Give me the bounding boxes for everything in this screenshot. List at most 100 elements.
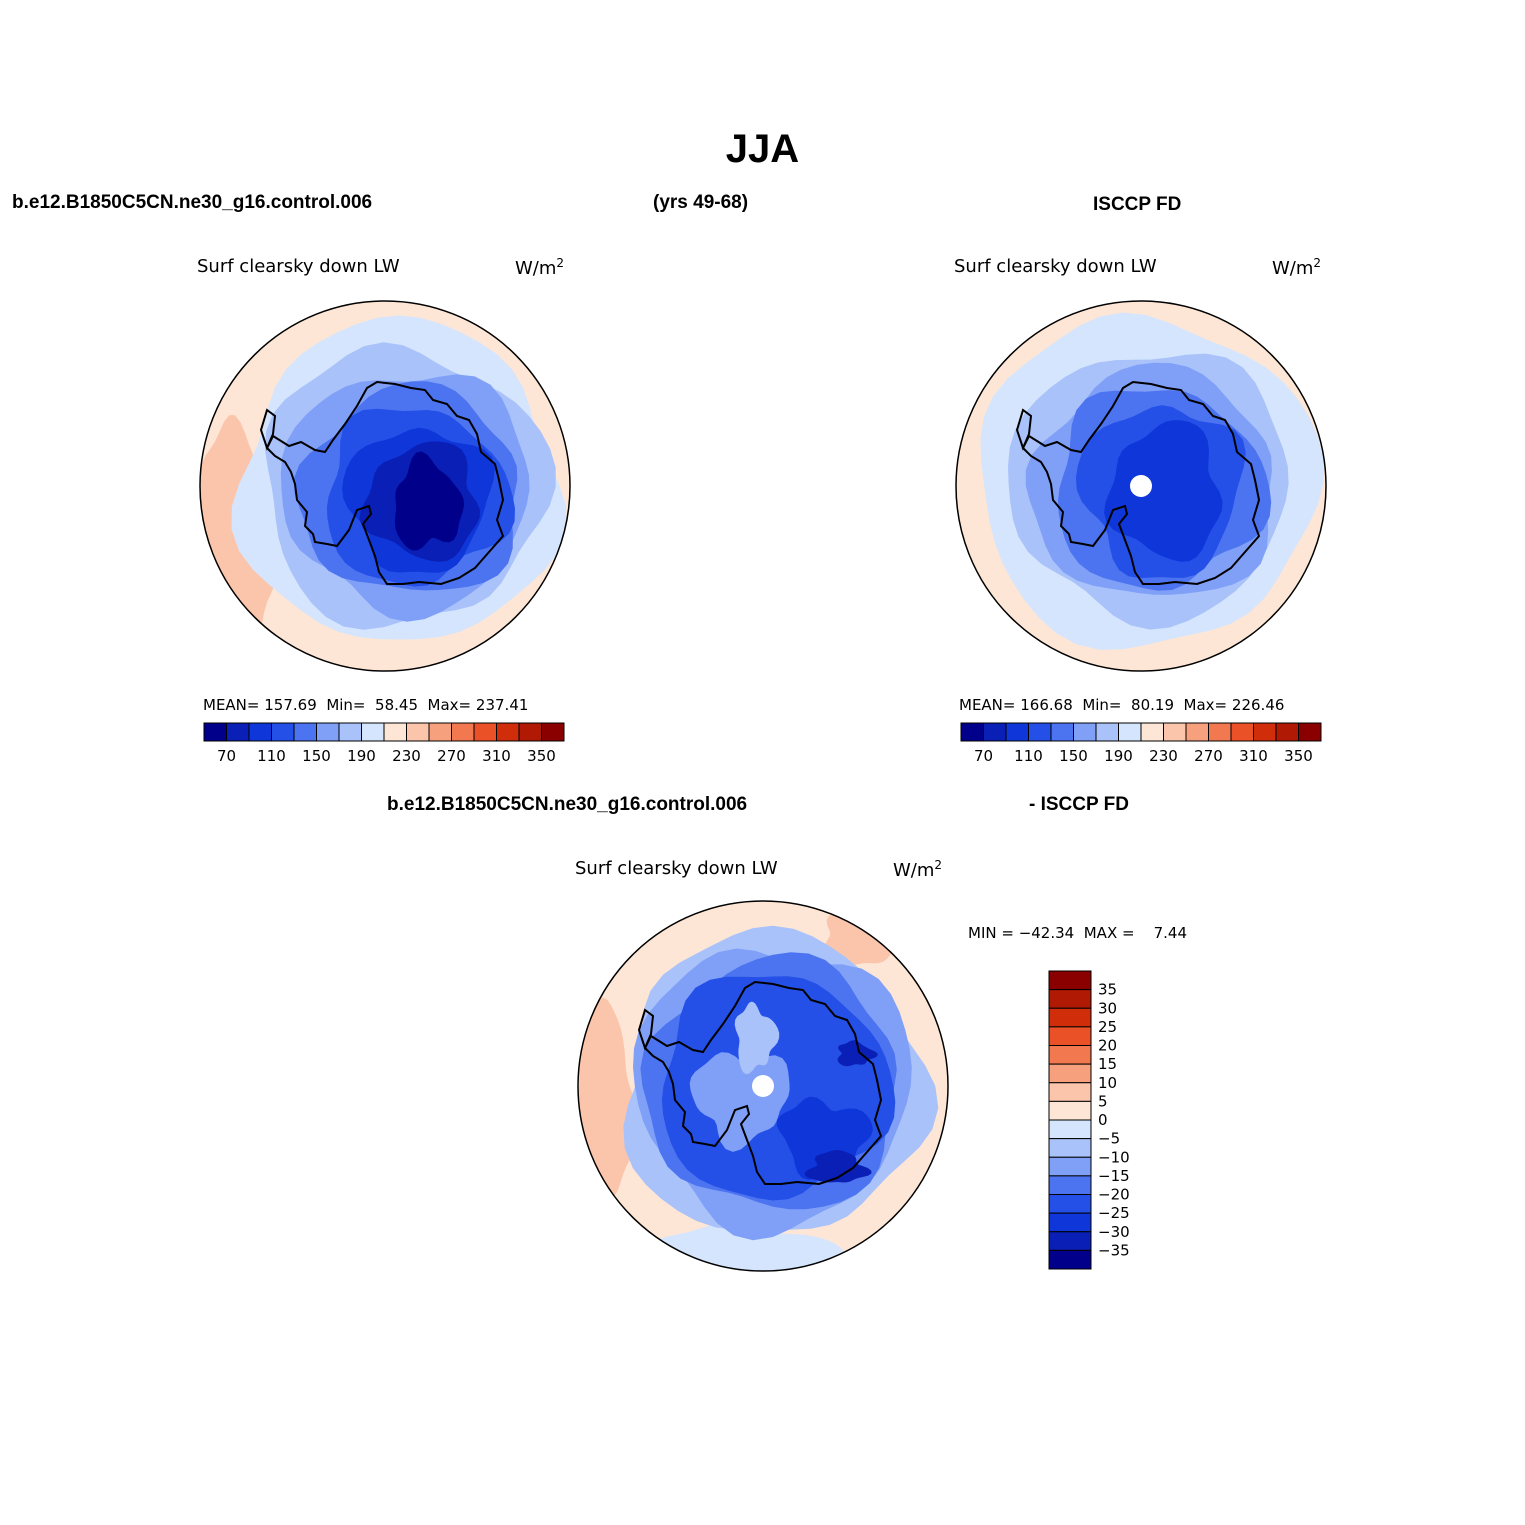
colorbar-tick-label: 190 bbox=[1104, 747, 1133, 765]
panel-diff-units: W/m2 bbox=[893, 858, 942, 881]
colorbar-tick-label: −15 bbox=[1098, 1167, 1130, 1185]
max-value: 226.46 bbox=[1231, 696, 1285, 714]
peninsula-coastline bbox=[259, 408, 277, 451]
colorbar-swatch bbox=[496, 722, 520, 742]
colorbar-swatch bbox=[473, 722, 497, 742]
colorbar-swatch bbox=[1163, 722, 1187, 742]
colorbar-tick-label: 110 bbox=[257, 747, 286, 765]
colorbar-obs: 70 110 150 190 230 270 310 350 bbox=[960, 722, 1322, 765]
colorbar-swatch bbox=[1275, 722, 1299, 742]
field-contour-level-1 bbox=[652, 1223, 844, 1271]
colorbar-tick-label: 5 bbox=[1098, 1092, 1108, 1110]
panel-model-variable: Surf clearsky down LW bbox=[197, 256, 400, 277]
colorbar-swatch bbox=[1048, 1138, 1092, 1158]
min-value: 80.19 bbox=[1131, 696, 1174, 714]
colorbar-swatch bbox=[203, 722, 227, 742]
colorbar-swatch bbox=[428, 722, 452, 742]
years-label: (yrs 49-68) bbox=[653, 192, 749, 213]
colorbar-tick-label: 270 bbox=[1194, 747, 1223, 765]
colorbar-swatch bbox=[1048, 989, 1092, 1009]
colorbar-tick-label: 110 bbox=[1014, 747, 1043, 765]
panel-model-stats: MEAN= 157.69 Min= 58.45 Max= 237.41 bbox=[203, 696, 528, 714]
panel-obs-variable: Surf clearsky down LW bbox=[954, 256, 1157, 277]
colorbar-tick-label: 30 bbox=[1098, 999, 1117, 1017]
colorbar-swatch bbox=[271, 722, 295, 742]
colorbar-swatch bbox=[1048, 1045, 1092, 1065]
field-contour-light bbox=[734, 1001, 780, 1075]
colorbar-swatch bbox=[1140, 722, 1164, 742]
colorbar-tick-label: 150 bbox=[302, 747, 331, 765]
colorbar-swatch bbox=[316, 722, 340, 742]
antarctica-coastline bbox=[265, 380, 505, 586]
max-value: 237.41 bbox=[475, 696, 529, 714]
colorbar-swatch bbox=[1118, 722, 1142, 742]
colorbar-swatch bbox=[1048, 1194, 1092, 1214]
colorbar-swatch bbox=[518, 722, 542, 742]
colorbar-model: 70 110 150 190 230 270 310 350 bbox=[203, 722, 565, 765]
units-sup: 2 bbox=[556, 256, 565, 270]
colorbar-swatch bbox=[1048, 1082, 1092, 1102]
colorbar-tick-label: −10 bbox=[1098, 1148, 1130, 1166]
panel-diff-variable: Surf clearsky down LW bbox=[575, 858, 778, 879]
units-text: W/m bbox=[515, 258, 557, 279]
peninsula-coastline bbox=[1015, 408, 1033, 451]
colorbar-tick-label: 0 bbox=[1098, 1111, 1108, 1129]
min-value: 58.45 bbox=[375, 696, 418, 714]
colorbar-tick-label: 70 bbox=[974, 747, 993, 765]
map-diff bbox=[577, 900, 949, 1272]
field-contour-level-6 bbox=[1104, 420, 1223, 562]
colorbar-swatch bbox=[1048, 1007, 1092, 1028]
colorbar-tick-label: 230 bbox=[392, 747, 421, 765]
map-boundary-circle bbox=[199, 300, 571, 672]
colorbar-tick-label: 310 bbox=[482, 747, 511, 765]
peninsula-coastline bbox=[637, 1008, 655, 1051]
units-sup: 2 bbox=[934, 858, 943, 872]
map-model bbox=[199, 300, 571, 672]
colorbar-swatch bbox=[338, 722, 362, 742]
units-text: W/m bbox=[1272, 258, 1314, 279]
map-obs bbox=[955, 300, 1327, 672]
antarctica-coastline bbox=[1021, 380, 1261, 586]
colorbar-swatch bbox=[1208, 722, 1232, 742]
panel-obs-stats: MEAN= 166.68 Min= 80.19 Max= 226.46 bbox=[959, 696, 1284, 714]
colorbar-tick-label: 350 bbox=[1284, 747, 1313, 765]
colorbar-tick-label: −25 bbox=[1098, 1204, 1130, 1222]
figure-title: JJA bbox=[725, 127, 800, 171]
colorbar-swatch bbox=[1048, 1100, 1092, 1121]
colorbar-swatch bbox=[1095, 722, 1119, 742]
field-contour-level-8 bbox=[394, 451, 465, 551]
case-name: b.e12.B1850C5CN.ne30_g16.control.006 bbox=[12, 192, 373, 213]
colorbar-tick-label: 25 bbox=[1098, 1018, 1117, 1036]
mean-label: MEAN= bbox=[959, 696, 1016, 714]
colorbar-swatch bbox=[293, 722, 317, 742]
max-label: Max= bbox=[1183, 696, 1228, 714]
colorbar-tick-label: 190 bbox=[347, 747, 376, 765]
colorbar-swatch bbox=[1028, 722, 1052, 742]
field-contour-darkest bbox=[804, 1150, 872, 1183]
min-label: Min= bbox=[1082, 696, 1122, 714]
colorbar-tick-label: 150 bbox=[1059, 747, 1088, 765]
colorbar-tick-label: −20 bbox=[1098, 1186, 1130, 1204]
colorbar-tick-label: 230 bbox=[1149, 747, 1178, 765]
obs-name: ISCCP FD bbox=[1093, 194, 1182, 215]
colorbar-tick-label: 20 bbox=[1098, 1037, 1117, 1055]
colorbar-swatch bbox=[1253, 722, 1277, 742]
mean-label: MEAN= bbox=[203, 696, 260, 714]
colorbar-tick-label: −35 bbox=[1098, 1241, 1130, 1259]
colorbar-swatch bbox=[248, 722, 272, 742]
panel-obs-units: W/m2 bbox=[1272, 256, 1321, 279]
colorbar-swatch bbox=[1048, 1156, 1092, 1177]
colorbar-swatch bbox=[1185, 722, 1209, 742]
colorbar-swatch bbox=[1073, 722, 1097, 742]
colorbar-swatch bbox=[541, 722, 565, 742]
antarctica-coastline bbox=[643, 980, 883, 1186]
colorbar-swatch bbox=[1230, 722, 1254, 742]
colorbar-tick-label: 10 bbox=[1098, 1074, 1117, 1092]
colorbar-tick-label: −5 bbox=[1098, 1130, 1120, 1148]
diff-case-name: b.e12.B1850C5CN.ne30_g16.control.006 bbox=[387, 794, 748, 815]
panel-diff-stats: MIN = −42.34 MAX = 7.44 bbox=[968, 924, 1188, 942]
colorbar-tick-label: 270 bbox=[437, 747, 466, 765]
colorbar-swatch bbox=[1048, 1175, 1092, 1195]
colorbar-swatch bbox=[1298, 722, 1322, 742]
mean-value: 157.69 bbox=[264, 696, 317, 714]
